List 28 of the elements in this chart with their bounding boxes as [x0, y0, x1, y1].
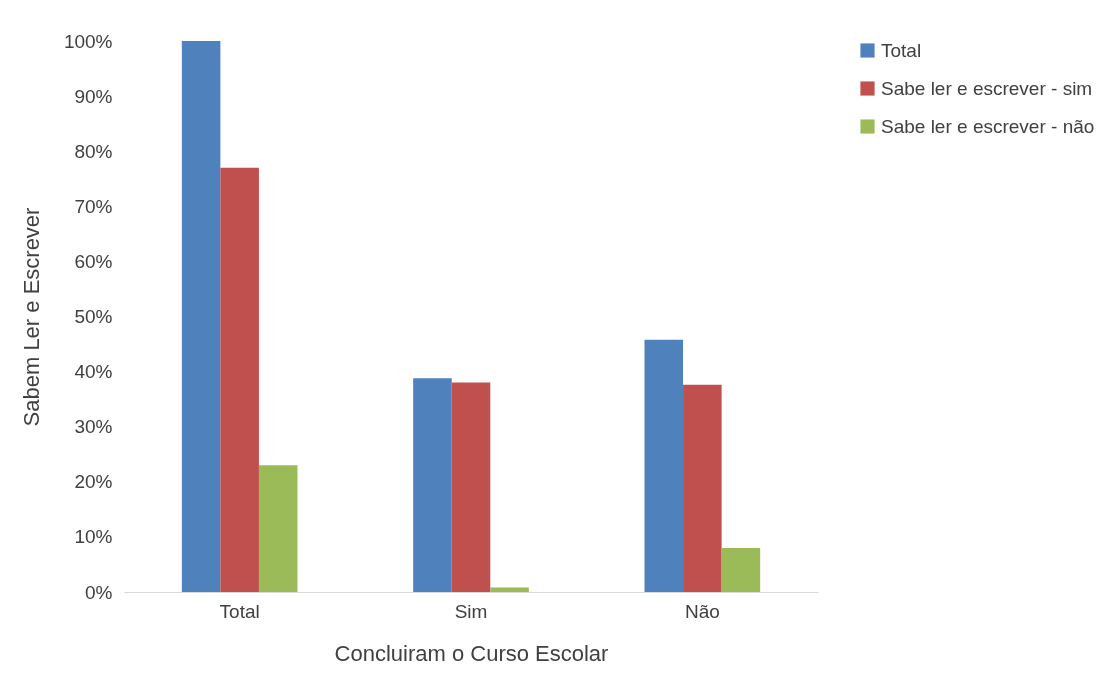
bar: [181, 41, 221, 592]
bar: [220, 167, 259, 592]
y-axis-title: Sabem Ler e Escrever: [18, 207, 44, 427]
bar: [683, 384, 722, 592]
y-tick-label: 70%: [74, 195, 113, 217]
y-tick-label: 100%: [63, 30, 113, 52]
bar: [413, 378, 452, 592]
x-axis-title: Concluiram o Curso Escolar: [334, 640, 609, 666]
y-tick-label: 0%: [85, 581, 113, 603]
legend-label: Sabe ler e escrever - não: [881, 115, 1095, 137]
legend-label: Total: [881, 39, 922, 61]
x-tick-label: Não: [684, 600, 720, 622]
x-tick-label: Total: [219, 600, 260, 622]
y-tick-label: 20%: [74, 471, 113, 493]
y-tick-label: 10%: [74, 526, 113, 548]
x-tick-label: Sim: [454, 600, 488, 622]
bar: [490, 587, 529, 592]
y-tick-label: 80%: [74, 140, 113, 162]
y-tick-label: 50%: [74, 306, 113, 327]
bar: [258, 465, 298, 592]
bar: [451, 382, 491, 592]
y-tick-label: 90%: [74, 85, 113, 107]
legend-label: Sabe ler e escrever - sim: [881, 77, 1093, 99]
y-tick-label: 40%: [74, 361, 113, 383]
y-tick-label: 60%: [74, 250, 113, 272]
bar: [721, 547, 761, 592]
y-tick-label: 30%: [74, 416, 113, 438]
bar: [644, 339, 684, 592]
